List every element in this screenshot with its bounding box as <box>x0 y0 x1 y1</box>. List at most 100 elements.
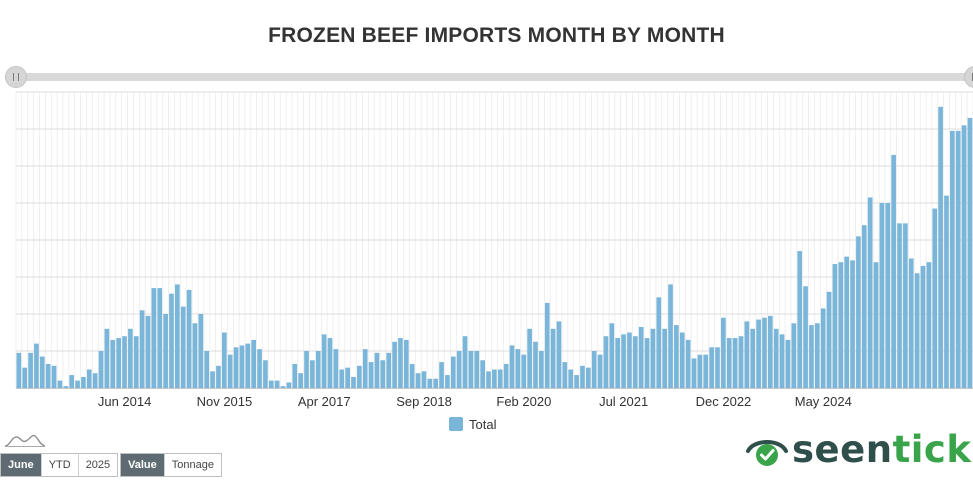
bar-total-87[interactable] <box>527 328 532 388</box>
bar-total-37[interactable] <box>233 347 239 388</box>
bar-total-52[interactable] <box>321 334 327 388</box>
bar-total-124[interactable] <box>744 321 750 388</box>
bar-total-89[interactable] <box>539 351 544 388</box>
bar-total-91[interactable] <box>550 328 556 388</box>
bar-total-8[interactable] <box>63 386 69 388</box>
bar-total-55[interactable] <box>339 369 345 389</box>
bar-total-82[interactable] <box>497 369 503 389</box>
bar-total-155[interactable] <box>926 262 932 388</box>
bar-total-147[interactable] <box>879 203 885 388</box>
bar-total-69[interactable] <box>421 371 427 388</box>
bar-total-104[interactable] <box>627 332 632 389</box>
bar-total-122[interactable] <box>732 338 738 388</box>
bar-total-108[interactable] <box>650 328 656 388</box>
bar-total-48[interactable] <box>298 373 303 388</box>
bar-total-7[interactable] <box>57 380 63 388</box>
bar-total-79[interactable] <box>480 360 485 388</box>
bar-total-15[interactable] <box>104 328 110 388</box>
bar-total-5[interactable] <box>45 363 51 388</box>
bar-total-149[interactable] <box>891 154 896 388</box>
legend-label-total[interactable]: Total <box>469 416 497 432</box>
bar-total-4[interactable] <box>39 356 45 388</box>
bar-total-145[interactable] <box>867 197 873 388</box>
bar-total-98[interactable] <box>591 351 597 388</box>
bar-total-157[interactable] <box>938 106 943 389</box>
chart-range-scrollbar[interactable] <box>0 66 973 88</box>
bar-total-134[interactable] <box>803 286 808 388</box>
bar-total-29[interactable] <box>186 289 192 388</box>
bar-total-156[interactable] <box>932 208 938 388</box>
bar-total-58[interactable] <box>357 365 362 388</box>
bar-total-154[interactable] <box>920 265 926 388</box>
bar-total-88[interactable] <box>533 341 538 388</box>
bar-total-106[interactable] <box>638 326 644 388</box>
bar-total-59[interactable] <box>362 349 368 388</box>
bar-total-46[interactable] <box>286 382 292 388</box>
bar-total-120[interactable] <box>721 317 726 388</box>
period-button-ytd[interactable]: YTD <box>41 454 79 476</box>
bar-total-54[interactable] <box>333 349 339 388</box>
bar-total-35[interactable] <box>221 332 227 389</box>
bar-total-26[interactable] <box>169 293 174 388</box>
period-button-2025[interactable]: 2025 <box>78 454 118 476</box>
bar-total-90[interactable] <box>544 302 550 388</box>
bar-total-129[interactable] <box>773 328 779 388</box>
bar-total-128[interactable] <box>768 315 773 388</box>
bar-total-51[interactable] <box>315 351 321 388</box>
bar-total-61[interactable] <box>374 352 380 388</box>
bar-total-85[interactable] <box>515 349 521 388</box>
bar-total-71[interactable] <box>433 378 439 388</box>
bar-total-159[interactable] <box>950 130 955 388</box>
bar-total-84[interactable] <box>509 345 515 388</box>
bar-total-103[interactable] <box>621 334 626 388</box>
bar-total-12[interactable] <box>86 369 92 389</box>
bar-total-23[interactable] <box>151 288 157 388</box>
bar-total-13[interactable] <box>92 373 98 388</box>
bar-total-148[interactable] <box>885 203 891 388</box>
bar-total-160[interactable] <box>955 130 961 388</box>
bar-total-31[interactable] <box>198 314 204 388</box>
metric-button-value[interactable]: Value <box>121 454 165 476</box>
bar-total-73[interactable] <box>445 375 450 388</box>
bar-total-60[interactable] <box>368 362 374 388</box>
bar-total-92[interactable] <box>556 321 562 388</box>
bar-total-24[interactable] <box>157 288 163 388</box>
bar-total-158[interactable] <box>944 195 949 388</box>
bar-total-39[interactable] <box>245 343 251 388</box>
bar-total-42[interactable] <box>263 360 268 388</box>
bar-total-93[interactable] <box>562 362 568 388</box>
bar-total-76[interactable] <box>462 336 468 388</box>
bar-total-16[interactable] <box>110 339 116 388</box>
bar-total-19[interactable] <box>128 328 133 388</box>
bar-total-30[interactable] <box>192 323 198 388</box>
bar-total-95[interactable] <box>574 375 579 388</box>
bar-total-94[interactable] <box>568 369 574 389</box>
legend[interactable]: Total <box>449 415 496 433</box>
bar-total-123[interactable] <box>738 336 744 388</box>
bar-total-21[interactable] <box>139 310 145 388</box>
bar-total-140[interactable] <box>838 262 844 388</box>
bar-total-36[interactable] <box>227 354 233 388</box>
bar-total-83[interactable] <box>503 363 509 388</box>
bar-total-32[interactable] <box>204 351 210 388</box>
bar-total-10[interactable] <box>75 380 80 388</box>
bar-total-100[interactable] <box>603 336 609 388</box>
bar-total-27[interactable] <box>175 284 180 388</box>
bar-total-142[interactable] <box>850 260 855 388</box>
bar-total-107[interactable] <box>644 338 650 388</box>
bar-total-97[interactable] <box>586 367 591 388</box>
bar-total-113[interactable] <box>679 332 685 389</box>
bar-total-44[interactable] <box>274 380 280 388</box>
mini-area-chart-icon[interactable] <box>4 432 46 448</box>
bar-total-121[interactable] <box>726 338 732 388</box>
bar-total-49[interactable] <box>304 351 309 388</box>
bar-total-119[interactable] <box>715 347 720 388</box>
bar-total-126[interactable] <box>756 319 761 388</box>
bar-total-80[interactable] <box>486 371 491 388</box>
bar-total-65[interactable] <box>398 338 403 388</box>
bar-total-138[interactable] <box>826 291 832 388</box>
bar-total-63[interactable] <box>386 352 392 388</box>
bar-total-133[interactable] <box>797 251 803 388</box>
bar-total-57[interactable] <box>351 376 356 388</box>
bar-total-67[interactable] <box>409 363 415 388</box>
